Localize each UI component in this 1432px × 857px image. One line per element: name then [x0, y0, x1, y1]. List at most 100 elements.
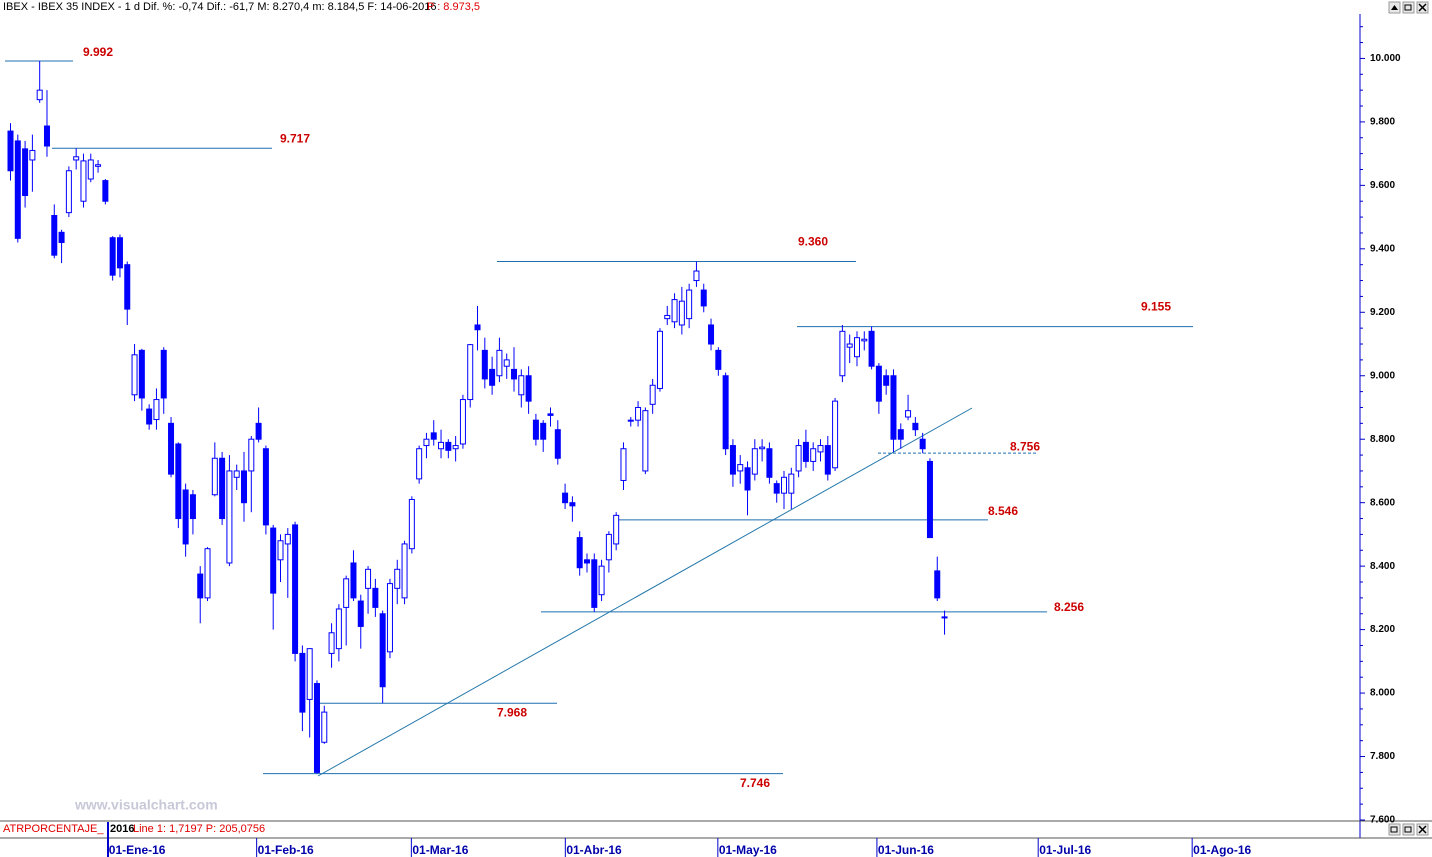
candle-body	[29, 149, 36, 161]
candle-body	[438, 441, 445, 450]
candle-body	[832, 400, 839, 469]
candle-body	[496, 349, 503, 377]
button[interactable]	[1402, 1, 1415, 14]
candle-body	[284, 533, 291, 545]
candle-body	[926, 460, 933, 539]
candle-body	[605, 533, 612, 561]
candle-body	[773, 483, 780, 494]
button[interactable]	[1402, 823, 1415, 836]
y-tick-label: 7.800	[1370, 751, 1395, 762]
candle-body	[868, 330, 875, 367]
icon	[1418, 3, 1427, 12]
candle-body	[919, 438, 926, 450]
candle-body	[751, 448, 758, 475]
window-buttons-bottom[interactable]	[1388, 823, 1429, 836]
candle-body	[350, 562, 357, 599]
x-tick-label: 01-Ene-16	[109, 843, 166, 857]
candle-body	[241, 470, 248, 504]
level-label: 9.717	[280, 131, 310, 145]
candle-body	[189, 494, 196, 520]
candle-body	[248, 438, 255, 472]
candle-body	[445, 441, 452, 451]
button[interactable]	[1388, 823, 1401, 836]
price-label: P : 8.973,5	[427, 1, 480, 13]
candle-body	[540, 422, 547, 440]
candle-body	[802, 441, 809, 462]
candle-body	[700, 289, 707, 307]
candle-body	[591, 559, 598, 608]
y-tick-label: 7.600	[1370, 815, 1395, 826]
candle-body	[73, 156, 80, 161]
indicator-name: ATRPORCENTAJE_	[3, 823, 104, 835]
candle-body	[36, 89, 43, 101]
candle-body	[394, 568, 401, 589]
candle-body	[51, 215, 58, 256]
candle-body	[562, 492, 569, 504]
candle-body	[80, 160, 87, 202]
candle-body	[408, 499, 415, 550]
plot-area: 9.992 9.717 9.360 9.155 8.756 8.546 8.256 7.968…	[5, 45, 1193, 790]
candle-body	[102, 180, 109, 202]
candle-body	[759, 446, 766, 450]
candle-body	[941, 616, 948, 619]
icon	[1404, 826, 1412, 833]
window-buttons-top[interactable]	[1388, 1, 1429, 14]
candle-body	[328, 632, 335, 654]
candle-body	[313, 683, 320, 773]
candle-body	[255, 422, 262, 440]
y-tick-label: 8.000	[1370, 688, 1395, 699]
candle-body	[87, 159, 94, 180]
candle-body	[168, 422, 175, 475]
candle-body	[686, 289, 693, 320]
candle-body	[335, 608, 342, 650]
candle-body	[116, 237, 123, 269]
candle-body	[416, 448, 423, 480]
candle-body	[182, 489, 189, 545]
level-label: 9.992	[83, 45, 113, 59]
candle-body	[262, 448, 269, 526]
candle-body	[853, 337, 860, 358]
candle-body	[576, 537, 583, 569]
candle-body	[65, 170, 72, 214]
candle-body	[233, 470, 240, 478]
candle-body	[211, 457, 218, 496]
candle-body	[861, 338, 868, 342]
candle-body	[138, 349, 145, 399]
indicator-year: 2016	[110, 823, 134, 835]
candle-body	[423, 438, 430, 447]
y-tick-label: 9.600	[1370, 180, 1395, 191]
y-tick-label: 8.800	[1370, 434, 1395, 445]
candle-body	[197, 573, 204, 599]
y-tick-label: 9.800	[1370, 117, 1395, 128]
candle-body	[109, 237, 116, 276]
candle-body	[14, 140, 21, 239]
candle-body	[678, 300, 685, 326]
candle-body	[270, 527, 277, 594]
candle-body	[146, 408, 153, 425]
candle-body	[583, 559, 590, 564]
candle-body	[532, 419, 539, 440]
candle-body	[401, 543, 408, 599]
chart-title: IBEX - IBEX 35 INDEX - 1 d Dif. %: -0,74…	[3, 1, 436, 13]
candle-body	[627, 419, 634, 422]
candle-body	[693, 270, 700, 282]
icon	[1418, 825, 1427, 834]
candle-body	[781, 476, 788, 494]
candle-body	[934, 570, 941, 599]
candle-body	[649, 384, 656, 405]
candle-body	[671, 299, 678, 323]
candle-body	[664, 314, 671, 320]
x-tick-label: 01-May-16	[719, 843, 777, 857]
y-tick-label: 8.200	[1370, 624, 1395, 635]
candle-body	[635, 406, 642, 421]
candle-body	[474, 324, 481, 331]
candle-body	[343, 578, 350, 608]
candle-body	[766, 448, 773, 478]
candle-body	[43, 125, 50, 147]
candle-body	[430, 432, 437, 440]
candle-body	[160, 349, 167, 399]
candle-body	[204, 548, 211, 599]
candle-body	[620, 448, 627, 481]
candle-body	[386, 583, 393, 653]
